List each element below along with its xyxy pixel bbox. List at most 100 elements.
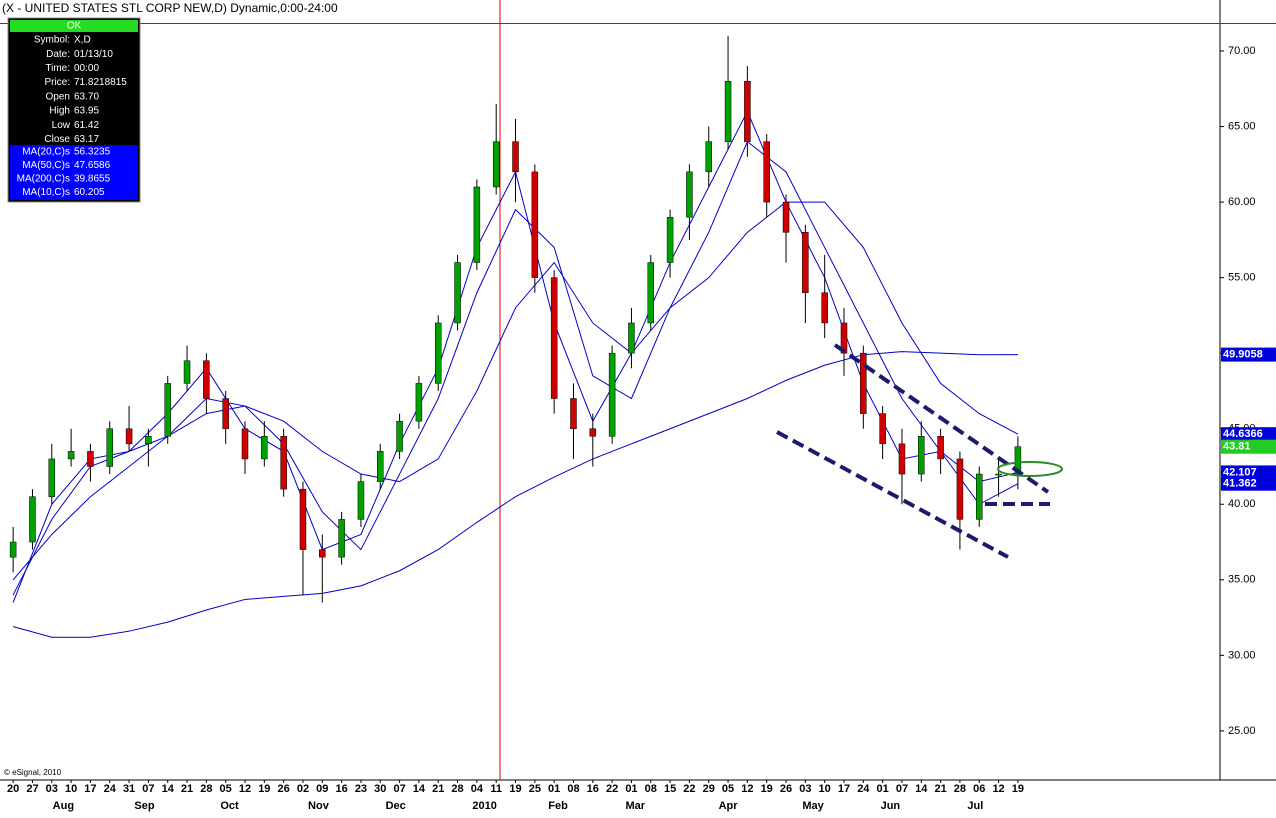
- ma-last-label-box: [1221, 465, 1276, 480]
- x-tick-label: 05: [722, 783, 734, 795]
- candle-body: [1014, 446, 1022, 475]
- x-tick-label: 03: [46, 783, 58, 795]
- x-tick-label: 14: [413, 783, 426, 795]
- candle-body: [106, 428, 113, 467]
- ma-last-label-box: [1221, 427, 1276, 442]
- x-tick-label: 19: [1012, 783, 1024, 795]
- info-label: Low: [52, 120, 71, 131]
- candle-body: [724, 80, 732, 142]
- x-tick-label: 01: [548, 783, 560, 795]
- candle-body: [628, 322, 635, 354]
- trend-line: [776, 430, 1009, 559]
- moving-average-line: [12, 140, 1019, 596]
- x-tick-label: 16: [587, 783, 599, 795]
- ma-last-label: 44.6366: [1223, 428, 1263, 440]
- y-tick-label: 35.00: [1228, 574, 1256, 586]
- candle-body: [647, 262, 655, 324]
- candle-body: [338, 519, 345, 558]
- info-value: 63.17: [74, 134, 99, 145]
- x-tick-label: 19: [761, 783, 773, 795]
- x-tick-label: 11: [490, 783, 502, 795]
- cursor-info-box: OK Symbol: X,D Date: 01/13/10 Time: 00:00 Price…: [7, 17, 141, 203]
- x-tick-label: 08: [567, 783, 579, 795]
- x-tick-label: 14: [915, 783, 928, 795]
- info-label: Date:: [46, 49, 70, 60]
- info-value: 01/13/10: [74, 49, 113, 60]
- x-tick-label: 01: [877, 783, 889, 795]
- x-tick-label: 02: [297, 783, 309, 795]
- chart-title: (X - UNITED STATES STL CORP NEW,D) Dynam…: [2, 1, 338, 15]
- candle-body: [319, 549, 326, 558]
- x-tick-label: 03: [799, 783, 811, 795]
- x-tick-label: 12: [741, 783, 753, 795]
- credit: © eSignal, 2010: [4, 768, 62, 777]
- x-tick-label: 30: [374, 783, 386, 795]
- info-value: 63.95: [74, 106, 99, 117]
- y-tick-label: 30.00: [1228, 649, 1256, 661]
- candle-body: [666, 216, 674, 263]
- candle-body: [396, 420, 403, 452]
- x-tick-label: 22: [683, 783, 695, 795]
- info-label: Close: [44, 134, 70, 145]
- ma-info-label: MA(20,C)s: [22, 147, 70, 158]
- ma-info-label: MA(10,C)s: [22, 187, 70, 198]
- candle-body: [67, 451, 75, 460]
- candle-body: [145, 436, 152, 445]
- candle-body: [125, 428, 133, 445]
- x-tick-label: 07: [142, 783, 154, 795]
- x-tick-label: 21: [432, 783, 444, 795]
- x-tick-label: 19: [258, 783, 270, 795]
- candle-body: [705, 141, 712, 173]
- month-label: Aug: [53, 800, 74, 812]
- info-value: 61.42: [74, 120, 99, 131]
- x-tick-label: 10: [65, 783, 77, 795]
- candle-body: [203, 360, 210, 399]
- x-tick-label: 25: [529, 783, 541, 795]
- ma-info-label: MA(50,C)s: [22, 160, 70, 171]
- candle-body: [434, 322, 442, 384]
- candle-body: [802, 232, 809, 293]
- candle-body: [222, 398, 229, 429]
- info-value: 71.8218815: [74, 77, 127, 88]
- ma-info-value: 47.6586: [74, 160, 111, 171]
- candle-body: [454, 262, 461, 324]
- highlight-ellipse: [997, 461, 1063, 477]
- x-tick-label: 07: [896, 783, 908, 795]
- ma-last-label: 49.9058: [1223, 349, 1263, 361]
- candle-body: [164, 383, 171, 437]
- candle-body: [377, 451, 384, 482]
- candle-body: [995, 473, 1002, 476]
- x-tick-label: 16: [335, 783, 347, 795]
- x-tick-label: 14: [162, 783, 175, 795]
- x-tick-label: 21: [934, 783, 946, 795]
- info-value: 00:00: [74, 63, 99, 74]
- x-tick-label: 20: [7, 783, 19, 795]
- x-tick-label: 17: [84, 783, 96, 795]
- month-label: May: [802, 800, 824, 812]
- price-last-label-box: [1221, 439, 1276, 454]
- x-tick-label: 26: [278, 783, 290, 795]
- info-value: X,D: [74, 35, 91, 46]
- info-label: Symbol:: [34, 35, 70, 46]
- candle-body: [744, 80, 751, 142]
- candle-body: [589, 428, 597, 437]
- x-tick-label: 27: [26, 783, 38, 795]
- month-label: Mar: [626, 800, 646, 812]
- ma-info-value: 56.3235: [74, 147, 111, 158]
- ma-last-label-box: [1221, 347, 1276, 362]
- candle-body: [492, 141, 500, 188]
- x-tick-label: 24: [104, 783, 117, 795]
- info-label: Time:: [45, 63, 70, 74]
- candle-body: [550, 277, 558, 399]
- status-text: OK: [67, 21, 82, 32]
- candle-body: [686, 171, 693, 218]
- candle-body: [183, 360, 191, 384]
- candle-body: [918, 436, 925, 475]
- x-tick-label: 23: [355, 783, 367, 795]
- ma-info-value: 39.8655: [74, 174, 111, 185]
- x-tick-label: 05: [220, 783, 232, 795]
- candle-body: [29, 496, 36, 543]
- candle-body: [512, 141, 519, 173]
